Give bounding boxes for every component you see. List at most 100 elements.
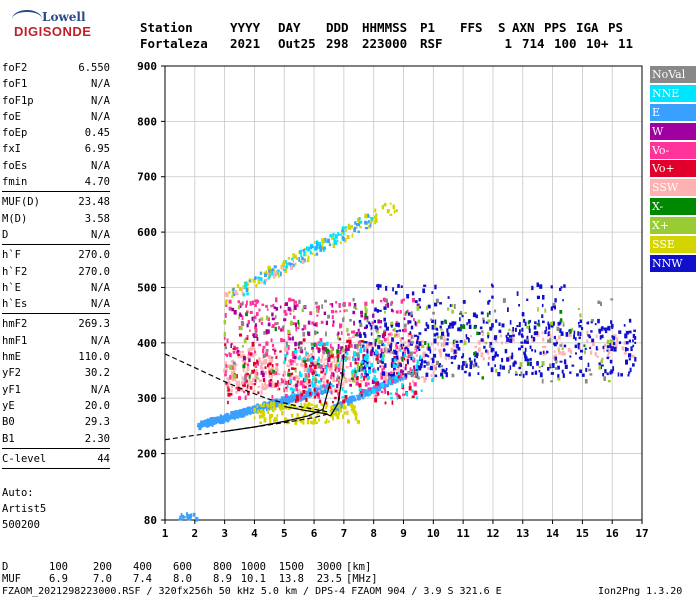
echo-point bbox=[373, 341, 376, 345]
echo-point bbox=[501, 357, 504, 363]
echo-point bbox=[292, 253, 295, 256]
echo-point bbox=[336, 239, 339, 243]
echo-point bbox=[309, 406, 311, 412]
header-label: HHMMSS bbox=[362, 20, 408, 35]
echo-point bbox=[227, 388, 230, 392]
echo-point bbox=[284, 393, 288, 398]
echo-point bbox=[468, 338, 470, 343]
echo-point bbox=[383, 329, 386, 332]
echo-point bbox=[541, 361, 545, 366]
echo-point bbox=[398, 322, 400, 328]
echo-point bbox=[387, 341, 391, 346]
echo-point bbox=[219, 416, 223, 421]
echo-point bbox=[391, 351, 394, 354]
echo-point bbox=[233, 376, 237, 381]
echo-point bbox=[327, 358, 331, 362]
echo-point bbox=[323, 374, 326, 378]
param-value: N/A bbox=[91, 334, 110, 347]
echo-point bbox=[588, 368, 591, 372]
echo-point bbox=[498, 329, 502, 333]
echo-point bbox=[274, 371, 278, 375]
echo-point bbox=[246, 334, 249, 338]
echo-point bbox=[363, 332, 366, 336]
echo-point bbox=[511, 352, 514, 357]
echo-point bbox=[452, 353, 455, 358]
echo-point bbox=[398, 396, 401, 399]
echo-point bbox=[550, 306, 554, 311]
echo-point bbox=[403, 347, 407, 352]
echo-point bbox=[494, 364, 496, 368]
echo-point bbox=[217, 417, 220, 421]
echo-point bbox=[336, 375, 339, 379]
echo-point bbox=[407, 371, 411, 375]
echo-point bbox=[613, 346, 617, 352]
echo-point bbox=[252, 389, 256, 393]
echo-point bbox=[289, 404, 292, 409]
echo-point bbox=[300, 346, 303, 351]
echo-point bbox=[494, 309, 497, 313]
param-key: foE bbox=[2, 110, 21, 123]
echo-point bbox=[342, 303, 345, 307]
echo-point bbox=[362, 393, 365, 399]
echo-point bbox=[519, 374, 522, 377]
echo-point bbox=[315, 421, 318, 424]
echo-point bbox=[407, 320, 410, 325]
echo-point bbox=[230, 371, 234, 375]
param-key: foEp bbox=[2, 127, 28, 140]
echo-point bbox=[313, 364, 317, 370]
echo-point bbox=[443, 338, 446, 343]
echo-point bbox=[307, 392, 310, 396]
echo-point bbox=[353, 332, 356, 337]
echo-point bbox=[528, 325, 531, 330]
echo-point bbox=[451, 309, 454, 314]
echo-point bbox=[547, 367, 550, 371]
param-value: 44 bbox=[97, 452, 110, 465]
echo-point bbox=[314, 330, 317, 336]
echo-point bbox=[579, 319, 582, 323]
echo-point bbox=[233, 345, 236, 350]
echo-point bbox=[577, 342, 581, 346]
echo-point bbox=[412, 334, 415, 339]
echo-point bbox=[296, 397, 299, 402]
echo-point bbox=[257, 281, 261, 285]
echo-point bbox=[590, 350, 593, 355]
echo-point bbox=[344, 348, 347, 352]
echo-point bbox=[405, 345, 408, 348]
echo-point bbox=[264, 366, 267, 369]
echo-point bbox=[550, 323, 554, 328]
echo-point bbox=[210, 422, 213, 426]
echo-point bbox=[280, 400, 284, 406]
param-value: 20.0 bbox=[84, 399, 110, 412]
echo-point bbox=[414, 390, 417, 395]
echo-point bbox=[323, 385, 326, 390]
echo-point bbox=[362, 340, 365, 344]
param-row: foF1 N/A bbox=[2, 76, 110, 92]
echo-point bbox=[395, 310, 399, 314]
echo-point bbox=[305, 373, 308, 378]
echo-point bbox=[372, 387, 376, 391]
echo-point bbox=[342, 381, 345, 386]
echo-point bbox=[224, 292, 228, 298]
echo-point bbox=[354, 361, 357, 365]
echo-point bbox=[407, 349, 410, 354]
echo-point bbox=[287, 396, 290, 400]
echo-point bbox=[436, 336, 440, 339]
echo-point bbox=[298, 417, 302, 422]
echo-point bbox=[416, 305, 420, 311]
echo-point bbox=[469, 364, 472, 369]
echo-point bbox=[268, 373, 271, 378]
echo-point bbox=[464, 360, 467, 365]
echo-point bbox=[581, 327, 584, 331]
echo-point bbox=[401, 356, 404, 362]
echo-point bbox=[366, 349, 369, 354]
echo-point bbox=[299, 249, 302, 255]
echo-point bbox=[432, 311, 435, 315]
echo-point bbox=[374, 221, 376, 225]
param-key: h`Es bbox=[2, 298, 28, 311]
echo-point bbox=[258, 414, 262, 419]
echo-point bbox=[393, 355, 397, 361]
echo-point bbox=[610, 346, 614, 349]
echo-point bbox=[581, 373, 585, 377]
echo-point bbox=[316, 342, 320, 346]
echo-point bbox=[271, 373, 273, 379]
